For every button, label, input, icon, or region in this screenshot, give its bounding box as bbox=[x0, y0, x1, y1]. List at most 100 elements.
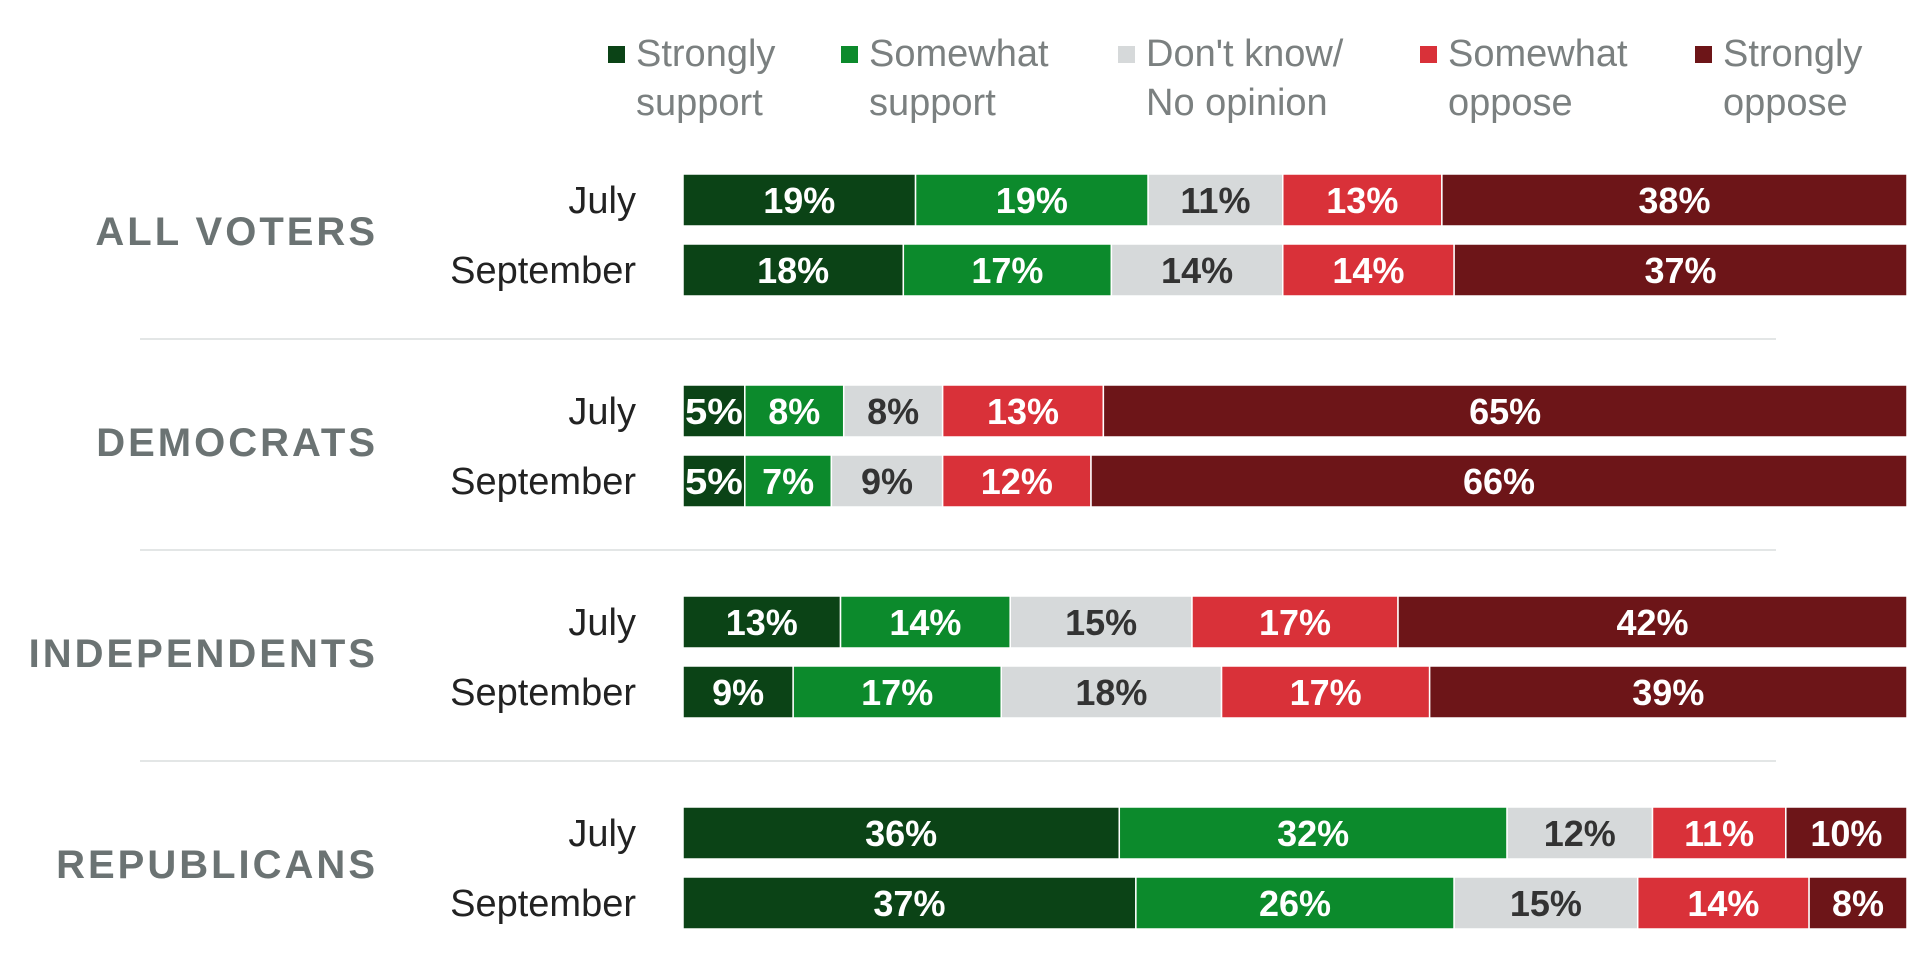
data-label: 7% bbox=[762, 461, 814, 502]
data-label: 18% bbox=[757, 250, 829, 291]
legend-item-strongly-oppose: Strongly oppose bbox=[1695, 30, 1895, 128]
legend-label-somewhat-oppose: Somewhat oppose bbox=[1448, 33, 1628, 124]
data-label: 39% bbox=[1632, 672, 1704, 713]
data-label: 36% bbox=[865, 813, 937, 854]
data-label: 42% bbox=[1616, 602, 1688, 643]
bar-segment bbox=[1453, 243, 1908, 297]
bar-segment bbox=[682, 384, 746, 438]
bar-segment bbox=[1110, 243, 1284, 297]
data-label: 14% bbox=[1687, 883, 1759, 924]
data-label: 17% bbox=[971, 250, 1043, 291]
legend-item-somewhat-support: Somewhat support bbox=[841, 30, 1118, 128]
bar-segment bbox=[1785, 806, 1908, 860]
bar-segment bbox=[744, 384, 845, 438]
legend-swatch-somewhat-support bbox=[841, 46, 858, 63]
bar-segment bbox=[1282, 243, 1455, 297]
bar-segment bbox=[1000, 665, 1223, 719]
group-label-democrats: DEMOCRATS bbox=[96, 421, 378, 465]
row-label-democrats-july: July bbox=[568, 391, 636, 433]
data-label: 14% bbox=[1161, 250, 1233, 291]
bar-segment bbox=[682, 806, 1121, 860]
group-label-republicans: REPUBLICANS bbox=[56, 843, 378, 887]
bar-segment bbox=[1636, 876, 1810, 930]
data-label: 66% bbox=[1463, 461, 1535, 502]
row-label-all-voters-september: September bbox=[450, 250, 636, 292]
bar-segment bbox=[744, 454, 833, 508]
data-label: 12% bbox=[981, 461, 1053, 502]
legend-label-strongly-support: Strongly support bbox=[636, 33, 776, 124]
data-label: 14% bbox=[1332, 250, 1404, 291]
group-label-independents: INDEPENDENTS bbox=[29, 632, 378, 676]
data-label: 13% bbox=[1326, 180, 1398, 221]
legend-item-somewhat-oppose: Somewhat oppose bbox=[1420, 30, 1695, 128]
bar-segment bbox=[1282, 173, 1443, 227]
legend: Strongly support Somewhat support Don't … bbox=[608, 30, 1895, 128]
bar-segment bbox=[682, 173, 917, 227]
legend-swatch-dont-know bbox=[1118, 46, 1135, 63]
bar-segment bbox=[1090, 454, 1908, 508]
data-label: 26% bbox=[1259, 883, 1331, 924]
data-label: 12% bbox=[1544, 813, 1616, 854]
legend-swatch-strongly-support bbox=[608, 46, 625, 63]
bar-segment bbox=[902, 243, 1113, 297]
bar-segment bbox=[1009, 595, 1193, 649]
row-label-republicans-september: September bbox=[450, 883, 636, 925]
data-label: 38% bbox=[1638, 180, 1710, 221]
data-label: 17% bbox=[1259, 602, 1331, 643]
bar-segment bbox=[941, 384, 1105, 438]
bar-segment bbox=[1147, 173, 1284, 227]
data-label: 8% bbox=[867, 391, 919, 432]
legend-item-dont-know: Don't know/ No opinion bbox=[1118, 30, 1420, 128]
legend-item-strongly-support: Strongly support bbox=[608, 30, 841, 128]
data-label: 15% bbox=[1510, 883, 1582, 924]
row-label-republicans-july: July bbox=[568, 813, 636, 855]
data-label: 9% bbox=[861, 461, 913, 502]
row-label-democrats-september: September bbox=[450, 461, 636, 503]
data-label: 11% bbox=[1684, 813, 1754, 854]
data-label: 18% bbox=[1075, 672, 1147, 713]
data-label: 11% bbox=[1180, 180, 1250, 221]
legend-label-dont-know: Don't know/ No opinion bbox=[1146, 33, 1344, 124]
row-label-all-voters-july: July bbox=[568, 180, 636, 222]
bar-segment bbox=[1397, 595, 1908, 649]
data-label: 13% bbox=[726, 602, 798, 643]
bar-segment bbox=[1135, 876, 1455, 930]
bar-segment bbox=[1506, 806, 1654, 860]
data-label: 37% bbox=[873, 883, 945, 924]
data-label: 9% bbox=[712, 672, 764, 713]
bar-segment bbox=[1808, 876, 1908, 930]
bar-segment bbox=[842, 384, 944, 438]
data-label: 32% bbox=[1277, 813, 1349, 854]
bar-segment bbox=[682, 243, 905, 297]
data-label: 14% bbox=[889, 602, 961, 643]
bar-segment bbox=[1453, 876, 1639, 930]
group-label-all-voters: ALL VOTERS bbox=[95, 210, 378, 254]
data-label: 37% bbox=[1645, 250, 1717, 291]
data-label: 17% bbox=[1290, 672, 1362, 713]
row-label-independents-september: September bbox=[450, 672, 636, 714]
bar-segment bbox=[792, 665, 1002, 719]
bar-segment bbox=[1651, 806, 1787, 860]
bar-segment bbox=[682, 595, 842, 649]
data-label: 65% bbox=[1469, 391, 1541, 432]
bar-segment bbox=[1441, 173, 1908, 227]
data-label: 5% bbox=[685, 391, 743, 432]
data-label: 15% bbox=[1065, 602, 1137, 643]
bar-segment bbox=[1220, 665, 1431, 719]
data-label: 10% bbox=[1810, 813, 1882, 854]
data-label: 17% bbox=[861, 672, 933, 713]
data-label: 19% bbox=[996, 180, 1068, 221]
legend-label-somewhat-support: Somewhat support bbox=[869, 33, 1049, 124]
bar-segment bbox=[1118, 806, 1508, 860]
data-label: 19% bbox=[763, 180, 835, 221]
data-label: 5% bbox=[685, 461, 743, 502]
data-label: 8% bbox=[1832, 883, 1884, 924]
data-label: 13% bbox=[987, 391, 1059, 432]
bar-segment bbox=[682, 454, 746, 508]
row-label-independents-july: July bbox=[568, 602, 636, 644]
bar-segment bbox=[1102, 384, 1908, 438]
legend-swatch-strongly-oppose bbox=[1695, 46, 1712, 63]
bar-segment bbox=[1428, 665, 1908, 719]
legend-label-strongly-oppose: Strongly oppose bbox=[1723, 33, 1863, 124]
